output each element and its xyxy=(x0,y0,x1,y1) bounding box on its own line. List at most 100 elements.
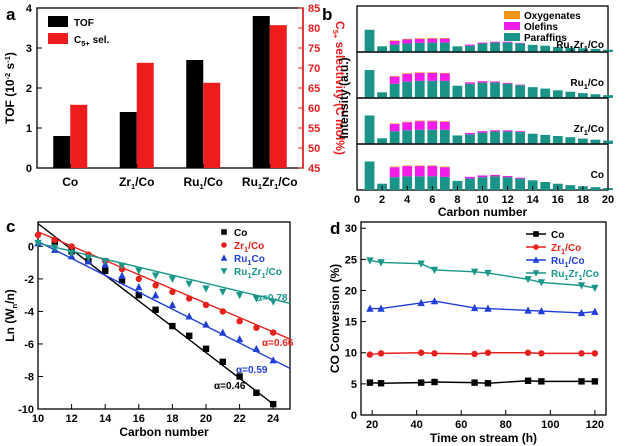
chart-b-bar-olefins xyxy=(515,84,526,86)
chart-d-point xyxy=(578,378,585,385)
chart-b-bar-olefins xyxy=(477,175,488,178)
chart-b-legend-swatch xyxy=(504,22,520,30)
chart-b-bar-paraffins xyxy=(414,176,425,190)
chart-c-point xyxy=(270,400,277,408)
chart-c-point xyxy=(253,324,260,331)
chart-b-bar-paraffins xyxy=(377,138,387,144)
chart-b-subpanel-label-mid: /Co xyxy=(588,124,604,135)
chart-c-ytick-label: -2 xyxy=(24,274,34,286)
chart-d-point xyxy=(524,377,532,384)
chart-b-bar-olefins xyxy=(490,174,500,177)
chart-a-bar-selectivity xyxy=(203,82,221,168)
chart-b-bar-paraffins xyxy=(603,140,613,144)
chart-b-bar-olefins xyxy=(389,167,400,178)
chart-d-point xyxy=(591,284,599,292)
chart-b-bar-oxygenates xyxy=(402,73,413,74)
chart-c-legend-label-base: Co xyxy=(234,228,247,239)
chart-c-point xyxy=(151,291,160,299)
chart-d-point xyxy=(430,266,439,274)
chart-a-bar-selectivity xyxy=(70,104,88,168)
chart-d-legend-label-tail: /Co xyxy=(583,269,599,280)
chart-a-ytick-left-label: 2 xyxy=(26,83,32,95)
chart-b-bar-paraffins xyxy=(527,133,538,144)
chart-d-legend-label: Co xyxy=(551,230,564,241)
chart-b-bar-oxygenates xyxy=(402,38,413,40)
chart-b-bar-paraffins xyxy=(477,132,488,144)
chart-b-bar-paraffins xyxy=(364,115,375,144)
chart-c-fit-line xyxy=(37,240,291,369)
chart-a-ytick-right-label: 75 xyxy=(308,43,320,55)
chart-b-bar-paraffins xyxy=(427,129,438,144)
chart-a-ylabel-left-sup1: -2 xyxy=(3,73,12,80)
chart-d-point xyxy=(366,379,374,386)
chart-b-xtick-label: 6 xyxy=(429,194,435,206)
chart-c-alpha-label: α=0.59 xyxy=(236,365,268,376)
chart-b-bar-olefins xyxy=(402,122,413,131)
chart-b-bar-olefins xyxy=(414,38,425,43)
chart-d-frame xyxy=(360,221,607,416)
chart-b-bar-oxygenates xyxy=(402,165,413,167)
chart-b-bar-paraffins xyxy=(402,43,413,52)
chart-b-bar-olefins xyxy=(502,82,513,84)
chart-b-bar-olefins xyxy=(427,72,438,81)
chart-a-ylabel-right-text: C xyxy=(333,21,347,30)
chart-c-legend-marker xyxy=(221,242,227,248)
chart-d-point xyxy=(366,351,374,358)
chart-c-point xyxy=(269,356,277,364)
chart-c-ytick-label: 0 xyxy=(28,241,34,253)
chart-c-xtick-label: 14 xyxy=(99,413,112,425)
chart-b-bar-paraffins xyxy=(414,129,425,144)
chart-b-xtick-label: 10 xyxy=(476,194,488,206)
chart-b-bar-olefins xyxy=(402,73,413,82)
chart-b-bar-paraffins xyxy=(578,138,588,144)
chart-b-bar-paraffins xyxy=(389,131,400,144)
chart-b-bar-paraffins xyxy=(578,93,588,98)
chart-a-bar-tof xyxy=(186,60,204,168)
chart-c-xtick-label: 24 xyxy=(267,413,280,425)
chart-c-point xyxy=(118,277,126,284)
chart-d-point xyxy=(591,378,599,385)
chart-b-bar-paraffins xyxy=(364,70,375,98)
chart-b-bar-paraffins xyxy=(427,42,438,52)
chart-c-fit-line xyxy=(37,223,274,405)
chart-a-legend-tail: sel. xyxy=(90,35,110,46)
chart-a-ytick-left-label: 0 xyxy=(26,163,32,175)
chart-b-xtick-label: 18 xyxy=(577,194,589,206)
chart-c-point xyxy=(34,239,42,248)
chart-c-legend-label: Zr1/Co xyxy=(234,241,264,254)
chart-b-bar-paraffins xyxy=(603,49,613,52)
chart-c-legend-label: Ru1Co xyxy=(234,254,265,267)
chart-a-legend-sub: 5+ xyxy=(81,39,90,48)
chart-b-bar-paraffins xyxy=(552,136,563,144)
chart-a-ytick-right-label: 85 xyxy=(308,3,320,15)
chart-b-bar-olefins xyxy=(465,176,475,179)
chart-c-point xyxy=(101,257,109,266)
chart-a-xtick-label: Ru1Zr1/Co xyxy=(242,175,298,191)
chart-c-point xyxy=(202,320,210,328)
chart-d-point xyxy=(484,380,492,387)
chart-b-subpanel-label-base: Co xyxy=(591,170,604,181)
chart-a-xtick-label-tail: /Co xyxy=(278,175,297,189)
chart-c-point xyxy=(219,328,227,336)
chart-b-bar-olefins xyxy=(389,76,400,84)
chart-b-bar-olefins xyxy=(414,72,425,81)
chart-b-bar-olefins xyxy=(439,38,450,43)
chart-d-xtick-label: 40 xyxy=(411,419,423,431)
chart-c-point xyxy=(252,295,261,303)
chart-b-bar-paraffins xyxy=(439,176,450,190)
chart-d-legend-label-sub: 1 xyxy=(564,260,568,269)
chart-d-series-line xyxy=(369,380,595,384)
chart-b-xtick-label: 16 xyxy=(552,194,564,206)
chart-b-subpanel-label-sub2: 1 xyxy=(584,44,588,53)
chart-a-xtick-label-base: Co xyxy=(62,175,78,189)
chart-b-bar-olefins xyxy=(490,81,500,83)
chart-b-legend-label: Olefins xyxy=(524,22,558,33)
chart-c: 10 12 14 16 18 20 22 24 0 -2 -4 -6 -8 -10 α=0.46 Co α=0.… xyxy=(3,221,294,439)
chart-b-bar-oxygenates xyxy=(414,120,425,122)
chart-b-xtick-label: 20 xyxy=(602,194,614,206)
chart-d-point xyxy=(431,378,438,386)
chart-d-legend-marker xyxy=(533,231,539,237)
chart-b-bar-olefins xyxy=(427,121,438,130)
chart-c-point xyxy=(253,389,260,396)
